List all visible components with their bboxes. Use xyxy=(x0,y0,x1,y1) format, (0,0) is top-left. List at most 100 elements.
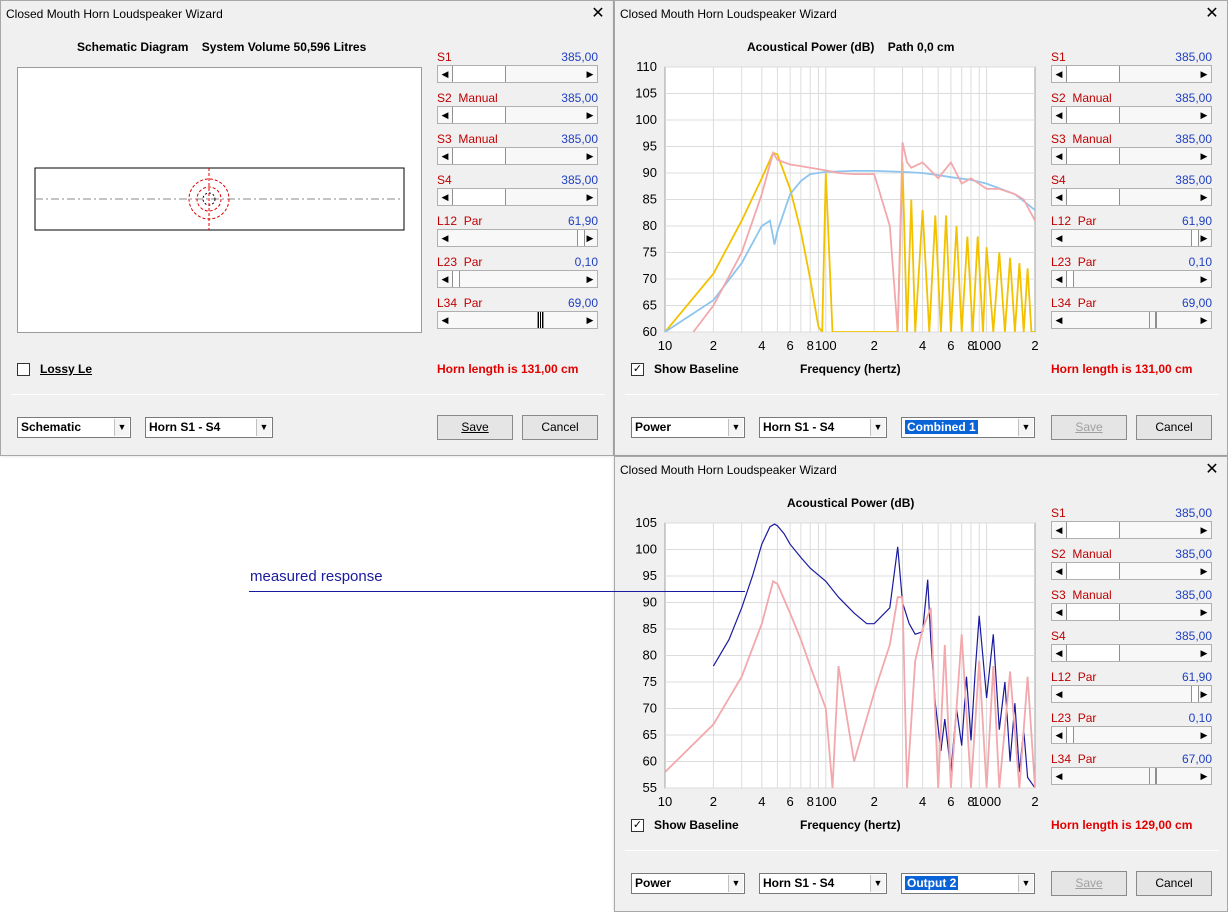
slider-thumb[interactable] xyxy=(1066,768,1150,784)
arrow-right-icon[interactable]: ▶ xyxy=(1200,525,1208,535)
slider-thumb[interactable] xyxy=(1155,312,1157,328)
slider-thumb[interactable] xyxy=(452,148,506,164)
arrow-right-icon[interactable]: ▶ xyxy=(586,69,594,79)
horn-section-select[interactable]: Horn S1 - S4 ▼ xyxy=(759,417,887,438)
arrow-left-icon[interactable]: ◀ xyxy=(441,274,449,284)
slider-thumb[interactable] xyxy=(452,107,506,123)
arrow-left-icon[interactable]: ◀ xyxy=(441,69,449,79)
close-button[interactable]: ✕ xyxy=(1205,5,1219,22)
close-button[interactable]: ✕ xyxy=(591,5,605,22)
parameter-slider[interactable]: ◀ ▶ xyxy=(1051,521,1212,539)
parameter-slider[interactable]: ◀ ▶ xyxy=(1051,188,1212,206)
parameter-slider[interactable]: ◀ ▶ xyxy=(1051,147,1212,165)
parameter-slider[interactable]: ◀ ▶ xyxy=(437,188,598,206)
arrow-right-icon[interactable]: ▶ xyxy=(586,315,594,325)
parameter-slider[interactable]: ◀ ▶ xyxy=(437,106,598,124)
parameter-slider[interactable]: ◀ ▶ xyxy=(1051,311,1212,329)
arrow-right-icon[interactable]: ▶ xyxy=(586,151,594,161)
slider-thumb[interactable] xyxy=(577,230,585,246)
parameter-slider[interactable]: ◀ ▶ xyxy=(437,65,598,83)
arrow-left-icon[interactable]: ◀ xyxy=(1055,315,1063,325)
arrow-left-icon[interactable]: ◀ xyxy=(1055,689,1063,699)
show-baseline-checkbox[interactable]: ✓ xyxy=(631,819,644,832)
slider-thumb[interactable] xyxy=(537,312,544,328)
arrow-left-icon[interactable]: ◀ xyxy=(1055,648,1063,658)
slider-thumb[interactable] xyxy=(1066,645,1120,661)
arrow-right-icon[interactable]: ▶ xyxy=(1200,315,1208,325)
save-button[interactable]: Save xyxy=(437,415,513,440)
arrow-right-icon[interactable]: ▶ xyxy=(1200,274,1208,284)
close-button[interactable]: ✕ xyxy=(1205,461,1219,478)
cancel-button[interactable]: Cancel xyxy=(1136,415,1212,440)
parameter-slider[interactable]: ◀ ▶ xyxy=(1051,270,1212,288)
slider-thumb[interactable] xyxy=(1066,727,1074,743)
plot-type-select[interactable]: Power ▼ xyxy=(631,417,745,438)
arrow-right-icon[interactable]: ▶ xyxy=(1200,192,1208,202)
parameter-slider[interactable]: ◀ ▶ xyxy=(437,311,598,329)
slider-thumb[interactable] xyxy=(1066,66,1120,82)
arrow-right-icon[interactable]: ▶ xyxy=(586,110,594,120)
arrow-left-icon[interactable]: ◀ xyxy=(1055,607,1063,617)
slider-thumb[interactable] xyxy=(1191,686,1199,702)
arrow-right-icon[interactable]: ▶ xyxy=(586,233,594,243)
parameter-slider[interactable]: ◀ ▶ xyxy=(1051,726,1212,744)
parameter-slider[interactable]: ◀ ▶ xyxy=(437,270,598,288)
cancel-button[interactable]: Cancel xyxy=(522,415,598,440)
arrow-left-icon[interactable]: ◀ xyxy=(1055,525,1063,535)
arrow-right-icon[interactable]: ▶ xyxy=(586,192,594,202)
arrow-left-icon[interactable]: ◀ xyxy=(1055,566,1063,576)
parameter-slider[interactable]: ◀ ▶ xyxy=(1051,562,1212,580)
slider-thumb[interactable] xyxy=(1066,522,1120,538)
slider-thumb[interactable] xyxy=(1191,230,1199,246)
slider-thumb[interactable] xyxy=(1066,148,1120,164)
arrow-left-icon[interactable]: ◀ xyxy=(1055,771,1063,781)
arrow-right-icon[interactable]: ▶ xyxy=(1200,69,1208,79)
parameter-slider[interactable]: ◀ ▶ xyxy=(1051,685,1212,703)
horn-section-select[interactable]: Horn S1 - S4 ▼ xyxy=(759,873,887,894)
arrow-right-icon[interactable]: ▶ xyxy=(1200,566,1208,576)
arrow-left-icon[interactable]: ◀ xyxy=(441,192,449,202)
arrow-right-icon[interactable]: ▶ xyxy=(1200,730,1208,740)
slider-thumb[interactable] xyxy=(452,66,506,82)
slider-thumb[interactable] xyxy=(1066,189,1120,205)
save-button[interactable]: Save xyxy=(1051,871,1127,896)
slider-thumb[interactable] xyxy=(1066,107,1120,123)
arrow-left-icon[interactable]: ◀ xyxy=(441,233,449,243)
slider-thumb[interactable] xyxy=(1155,768,1157,784)
slider-thumb[interactable] xyxy=(1066,312,1150,328)
arrow-right-icon[interactable]: ▶ xyxy=(1200,607,1208,617)
parameter-slider[interactable]: ◀ ▶ xyxy=(1051,229,1212,247)
save-button[interactable]: Save xyxy=(1051,415,1127,440)
parameter-slider[interactable]: ◀ ▶ xyxy=(1051,644,1212,662)
arrow-left-icon[interactable]: ◀ xyxy=(1055,110,1063,120)
arrow-left-icon[interactable]: ◀ xyxy=(441,315,449,325)
show-baseline-checkbox[interactable]: ✓ xyxy=(631,363,644,376)
arrow-left-icon[interactable]: ◀ xyxy=(1055,233,1063,243)
slider-thumb[interactable] xyxy=(1066,604,1120,620)
lossy-le-checkbox[interactable] xyxy=(17,363,30,376)
arrow-right-icon[interactable]: ▶ xyxy=(1200,110,1208,120)
slider-thumb[interactable] xyxy=(452,189,506,205)
parameter-slider[interactable]: ◀ ▶ xyxy=(437,147,598,165)
parameter-slider[interactable]: ◀ ▶ xyxy=(1051,767,1212,785)
arrow-left-icon[interactable]: ◀ xyxy=(1055,151,1063,161)
arrow-right-icon[interactable]: ▶ xyxy=(1200,648,1208,658)
parameter-slider[interactable]: ◀ ▶ xyxy=(1051,603,1212,621)
plot-type-select[interactable]: Power ▼ xyxy=(631,873,745,894)
parameter-slider[interactable]: ◀ ▶ xyxy=(1051,106,1212,124)
arrow-left-icon[interactable]: ◀ xyxy=(1055,192,1063,202)
arrow-left-icon[interactable]: ◀ xyxy=(1055,274,1063,284)
arrow-left-icon[interactable]: ◀ xyxy=(441,110,449,120)
horn-section-select[interactable]: Horn S1 - S4 ▼ xyxy=(145,417,273,438)
slider-thumb[interactable] xyxy=(1066,563,1120,579)
cancel-button[interactable]: Cancel xyxy=(1136,871,1212,896)
view-mode-select[interactable]: Schematic ▼ xyxy=(17,417,131,438)
parameter-slider[interactable]: ◀ ▶ xyxy=(1051,65,1212,83)
slider-thumb[interactable] xyxy=(452,271,460,287)
output-select[interactable]: Output 2 ▼ xyxy=(901,873,1035,894)
arrow-right-icon[interactable]: ▶ xyxy=(1200,771,1208,781)
arrow-left-icon[interactable]: ◀ xyxy=(1055,69,1063,79)
slider-thumb[interactable] xyxy=(1066,271,1074,287)
arrow-left-icon[interactable]: ◀ xyxy=(1055,730,1063,740)
arrow-right-icon[interactable]: ▶ xyxy=(1200,689,1208,699)
